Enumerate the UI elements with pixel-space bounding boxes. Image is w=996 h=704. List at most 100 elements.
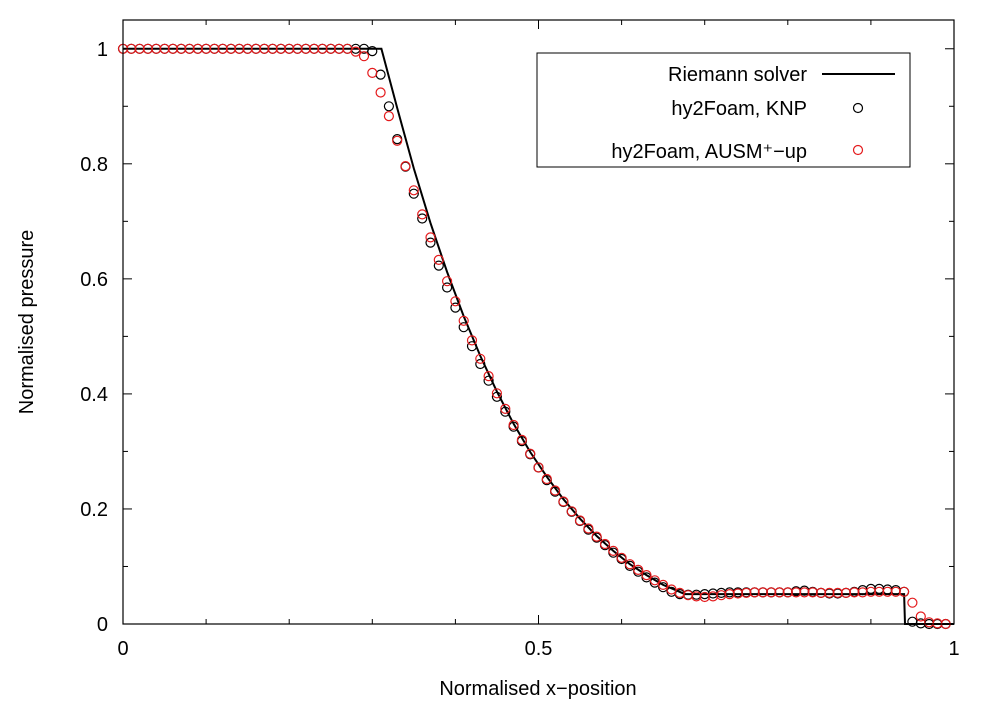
- data-point-s1-32: [383, 101, 394, 112]
- data-point-s2-34: [400, 161, 411, 172]
- data-point-s1-45: [491, 391, 502, 402]
- data-point-s2-80: [782, 587, 793, 598]
- data-point-s2-19: [275, 43, 286, 54]
- axes-layer: 0 0.5 1 0 0.2 0.4 0.6 0.8 1: [80, 20, 960, 660]
- y-tick-label-1: 0.2: [80, 499, 108, 521]
- data-point-s2-88: [849, 587, 860, 598]
- data-point-s1-42: [466, 341, 478, 352]
- data-point-s1-30: [367, 45, 378, 57]
- data-point-s2-58: [599, 538, 611, 550]
- data-point-s2-18: [267, 43, 278, 54]
- data-point-s2-53: [558, 496, 569, 507]
- data-point-s2-29: [358, 51, 370, 62]
- data-point-s2-36: [417, 209, 428, 220]
- data-point-s2-78: [766, 587, 777, 598]
- data-point-s2-48: [516, 434, 528, 445]
- data-point-s2-52: [549, 485, 561, 496]
- data-point-s2-7: [176, 43, 187, 54]
- data-point-s2-42: [466, 335, 478, 346]
- data-point-s2-59: [608, 545, 619, 557]
- data-point-s2-85: [824, 587, 835, 599]
- data-point-s2-87: [840, 587, 852, 599]
- data-point-s2-40: [450, 296, 461, 307]
- data-point-s2-70: [699, 591, 710, 603]
- data-point-s2-64: [649, 575, 660, 586]
- legend-marker-knp: [852, 102, 864, 114]
- data-point-s2-97: [923, 617, 935, 628]
- data-point-s1-44: [483, 375, 494, 386]
- data-point-s2-38: [433, 254, 444, 265]
- x-tick-label-0: 0: [117, 638, 128, 660]
- data-point-s2-51: [541, 473, 552, 485]
- data-point-s2-33: [392, 135, 403, 146]
- data-point-s2-73: [724, 588, 735, 600]
- data-point-s2-72: [716, 590, 727, 601]
- data-point-s2-35: [408, 185, 419, 196]
- data-point-s2-50: [533, 462, 544, 473]
- data-point-s2-37: [425, 232, 436, 243]
- y-tick-label-5: 1: [97, 39, 108, 61]
- data-point-s2-49: [525, 448, 536, 459]
- data-point-s2-17: [259, 43, 270, 54]
- data-point-s2-54: [566, 506, 577, 517]
- data-point-s2-57: [591, 531, 602, 542]
- data-point-s2-77: [757, 587, 769, 598]
- data-point-s2-94: [898, 586, 910, 597]
- legend-label-ausm: hy2Foam, AUSM⁺−up: [611, 141, 807, 163]
- legend: Riemann solver hy2Foam, KNP hy2Foam, AUS…: [536, 52, 911, 168]
- legend-marker-ausm: [852, 144, 864, 156]
- data-point-s2-60: [616, 552, 627, 563]
- data-point-s2-86: [832, 587, 843, 599]
- data-point-s2-90: [865, 586, 877, 597]
- data-point-s2-25: [325, 43, 336, 54]
- data-point-s2-83: [807, 587, 818, 598]
- data-point-s1-35: [408, 188, 419, 199]
- data-point-s1-46: [500, 406, 511, 417]
- legend-label-knp: hy2Foam, KNP: [671, 98, 807, 120]
- data-point-s2-14: [234, 43, 245, 54]
- data-point-s2-63: [641, 569, 652, 581]
- data-point-s1-39: [442, 282, 453, 293]
- data-point-s2-13: [225, 43, 237, 54]
- data-point-s2-23: [309, 43, 320, 54]
- y-tick-label-2: 0.4: [80, 384, 108, 406]
- legend-box: [536, 52, 911, 168]
- data-point-s2-56: [583, 523, 594, 534]
- data-point-s2-15: [242, 43, 253, 54]
- legend-label-riemann: Riemann solver: [668, 64, 807, 86]
- data-point-s2-79: [774, 587, 785, 598]
- data-point-s2-3: [142, 43, 153, 54]
- data-point-s2-10: [201, 43, 212, 54]
- data-point-s2-6: [167, 43, 178, 54]
- data-point-s2-20: [284, 43, 295, 54]
- data-point-s2-41: [458, 315, 469, 326]
- data-point-s2-81: [790, 587, 802, 598]
- x-axis-label: Normalised x−position: [439, 678, 636, 700]
- data-point-s2-16: [250, 43, 262, 54]
- data-point-s1-37: [425, 237, 436, 248]
- data-point-s2-75: [741, 587, 752, 599]
- data-point-s2-32: [383, 110, 394, 122]
- data-point-s2-95: [907, 597, 918, 608]
- data-point-s2-46: [500, 403, 511, 414]
- data-point-s2-39: [442, 276, 453, 287]
- data-point-s2-92: [882, 586, 893, 597]
- y-tick-label-3: 0.6: [80, 269, 108, 291]
- data-point-s1-36: [417, 213, 428, 224]
- data-point-s2-12: [217, 43, 228, 54]
- data-point-s2-44: [483, 371, 494, 382]
- data-point-s2-93: [890, 586, 901, 597]
- data-point-s2-28: [350, 46, 361, 57]
- data-point-s2-91: [874, 586, 885, 597]
- data-point-s2-61: [624, 559, 636, 570]
- data-point-s2-96: [915, 611, 926, 622]
- data-point-s1-41: [458, 322, 469, 333]
- data-point-s1-40: [450, 302, 461, 313]
- data-point-s2-65: [657, 579, 669, 591]
- x-tick-label-2: 1: [948, 638, 959, 660]
- data-point-s2-9: [192, 43, 203, 54]
- data-point-s2-62: [633, 564, 644, 576]
- data-point-s1-43: [475, 358, 486, 370]
- data-point-s2-21: [292, 43, 303, 54]
- data-point-s2-26: [334, 43, 345, 54]
